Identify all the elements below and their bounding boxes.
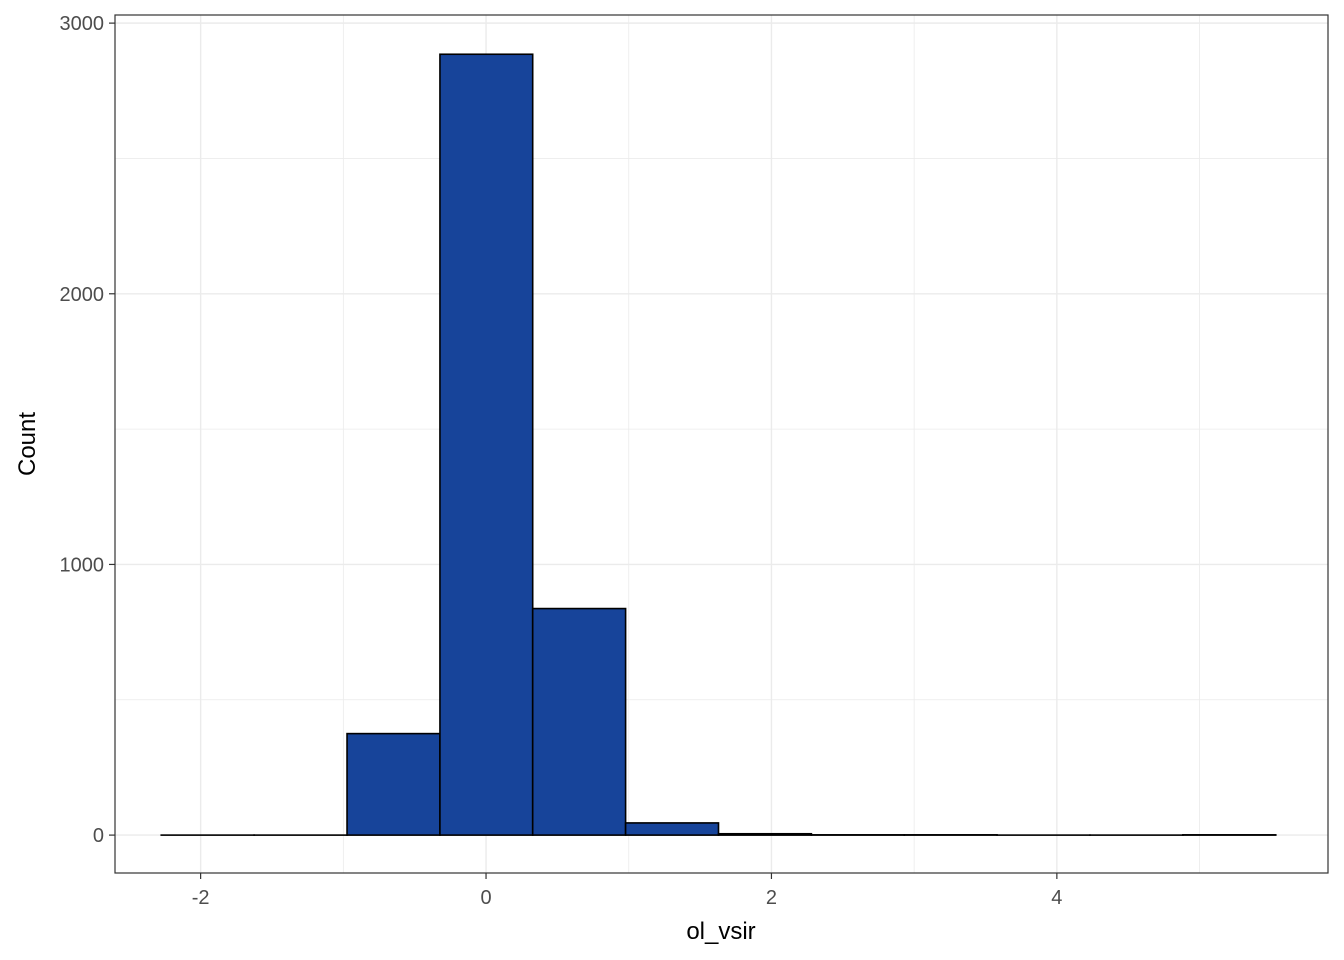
histogram-bar (346, 732, 441, 836)
x-axis-title: ol_vsir (686, 918, 755, 945)
x-tick-label: 4 (1051, 887, 1062, 909)
histogram-bar (717, 832, 813, 836)
panel-border (114, 14, 1329, 874)
histogram-bar (531, 607, 627, 836)
histogram-bar (624, 822, 720, 836)
y-tick-label: 1000 (60, 554, 105, 576)
x-tick-label: 0 (480, 887, 491, 909)
y-tick-label: 2000 (60, 284, 105, 306)
y-axis-title: Count (14, 412, 41, 476)
y-tick-label: 3000 (60, 13, 105, 35)
x-tick-label: -2 (192, 887, 210, 909)
bars-layer (160, 53, 1277, 836)
ticks-layer: -2 0 2 4 0 1000 2000 3000 (60, 13, 1063, 909)
grid-layer (115, 15, 1328, 873)
x-tick-label: 2 (766, 887, 777, 909)
histogram-bar (439, 53, 534, 836)
y-tick-label: 0 (93, 825, 104, 847)
